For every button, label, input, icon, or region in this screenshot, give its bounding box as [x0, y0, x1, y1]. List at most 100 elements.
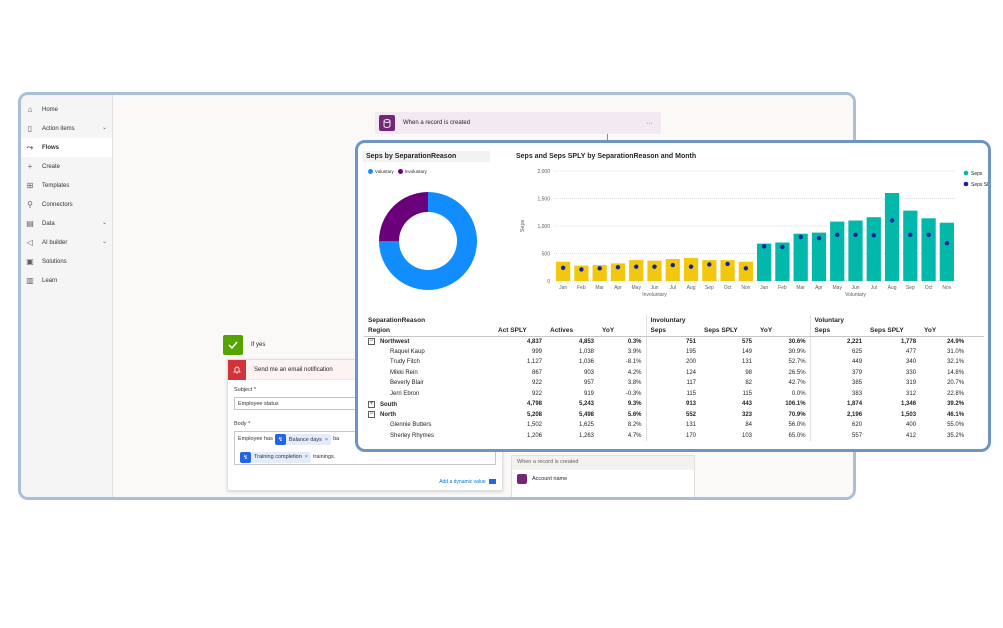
table-row[interactable]: Beverly Blair 922 957 3.8% 117 82 42.7% 385 319 2… [364, 378, 984, 389]
sidebar-item-templates[interactable]: ⊞ Templates [21, 176, 112, 195]
bar-seps[interactable] [574, 265, 589, 281]
bar-seps[interactable] [884, 193, 900, 281]
column-header[interactable]: YoY [598, 325, 647, 337]
bar-seps[interactable] [811, 232, 827, 281]
point-seps-sply[interactable] [743, 266, 749, 271]
sub-trigger-card[interactable]: When a record is created Account name [511, 455, 695, 497]
region-cell: − North [364, 410, 494, 421]
bar-seps[interactable] [720, 260, 735, 281]
point-seps-sply[interactable] [926, 232, 931, 237]
sidebar-item-data[interactable]: ▤ Data ⌄ [21, 214, 112, 233]
trigger-card[interactable]: When a record is created ··· [375, 112, 661, 134]
balance-days-token[interactable]: ↯ Balance days × [274, 434, 332, 445]
point-seps-sply[interactable] [670, 262, 675, 268]
table-row[interactable]: − North 5,208 5,498 5.6% 552 323 70.9% 2,196 1,50… [364, 409, 984, 421]
chevron-down-icon[interactable]: ⌄ [101, 239, 107, 245]
bar-seps[interactable] [683, 257, 699, 281]
bar-seps[interactable] [848, 220, 863, 282]
table-row[interactable]: Trudy Fitch 1,127 1,036 -8.1% 200 131 52.7% 449… [364, 357, 984, 368]
close-icon[interactable]: × [324, 436, 329, 443]
bar-seps[interactable] [702, 260, 717, 281]
point-seps-sply[interactable] [688, 264, 694, 269]
bar-seps[interactable] [665, 259, 680, 281]
close-icon[interactable]: × [304, 454, 309, 461]
table-row[interactable]: Jerri Ebron 922 919 -0.3% 115 115 0.0% 383 312 22… [364, 388, 984, 399]
account-name-row[interactable]: Account name [512, 470, 694, 488]
donut-slice-voluntary[interactable] [379, 192, 477, 290]
table-row[interactable]: + South 4,798 5,243 9.3% 913 443 106.1% 1,874 1,3… [364, 399, 984, 410]
point-seps-sply[interactable] [835, 232, 840, 237]
bar-seps[interactable] [738, 261, 753, 281]
point-seps-sply[interactable] [816, 235, 822, 241]
training-completion-token[interactable]: ↯ Training completion × [240, 451, 312, 463]
if-yes-branch[interactable]: If yes [223, 335, 383, 355]
bar-seps[interactable] [757, 243, 772, 281]
column-header[interactable]: Seps SPLY [866, 325, 921, 337]
legend-label-voluntary[interactable]: Voluntary [375, 169, 394, 174]
point-seps-sply[interactable] [908, 232, 913, 237]
bar-seps[interactable] [775, 242, 790, 282]
column-header[interactable]: Act SPLY [494, 325, 546, 337]
point-seps-sply[interactable] [597, 266, 602, 271]
point-seps-sply[interactable] [652, 264, 657, 269]
donut-slice-involuntary[interactable] [379, 192, 428, 241]
table-scroll-gutter [968, 420, 984, 431]
point-seps-sply[interactable] [707, 262, 712, 267]
point-seps-sply[interactable] [871, 233, 876, 238]
more-options-icon[interactable]: ··· [646, 119, 653, 127]
table-row[interactable]: Mikki Rein 867 903 4.2% 124 98 26.5% 379 330 14.8… [364, 367, 984, 378]
bar-seps[interactable] [793, 233, 808, 281]
collapse-icon[interactable]: − [368, 411, 375, 419]
legend-label-involuntary[interactable]: Involuntary [404, 169, 427, 174]
point-seps-sply[interactable] [889, 218, 895, 223]
point-seps-sply[interactable] [579, 267, 584, 272]
bar-seps[interactable] [903, 210, 918, 281]
point-seps-sply[interactable] [944, 240, 950, 246]
sidebar-item-home[interactable]: ⌂ Home [21, 100, 112, 119]
chevron-down-icon[interactable]: ⌄ [101, 220, 107, 226]
point-seps-sply[interactable] [634, 264, 639, 269]
bar-seps[interactable] [939, 222, 954, 281]
table-cell: 1,502 [526, 422, 542, 429]
table-scroll-gutter [968, 357, 984, 368]
bar-seps[interactable] [629, 260, 644, 281]
column-header[interactable]: Seps [809, 325, 867, 337]
bar-seps[interactable] [921, 218, 936, 281]
table-cell: 170 [645, 430, 701, 441]
point-seps-sply[interactable] [780, 244, 785, 250]
table-row[interactable]: Raquel Kaup 999 1,038 3.9% 195 149 30.9% 625 477… [364, 346, 984, 357]
sidebar-item-flows[interactable]: ⤳ Flows [21, 138, 112, 157]
bar-seps[interactable] [647, 260, 662, 281]
table-row[interactable]: Sherley Rhymes 1,206 1,263 4.7% 170 103 65.0% 5… [364, 430, 984, 441]
column-header[interactable]: Seps SPLY [700, 325, 757, 337]
add-dynamic-value-link[interactable]: Add a dynamic value [439, 479, 496, 485]
sidebar-item-solutions[interactable]: ▣ Solutions [21, 252, 112, 271]
sidebar-item-connectors[interactable]: ⚲ Connectors [21, 195, 112, 214]
expand-icon[interactable]: + [368, 400, 375, 408]
collapse-icon[interactable]: − [368, 337, 375, 345]
bar-seps[interactable] [830, 221, 845, 281]
bar-seps[interactable] [866, 217, 881, 281]
point-seps-sply[interactable] [560, 265, 566, 270]
bar-seps[interactable] [556, 261, 571, 281]
column-header[interactable]: Seps [645, 325, 701, 337]
column-header[interactable]: YoY [920, 325, 969, 337]
table-row[interactable]: − Northwest 4,837 4,853 0.3% 751 575 30.6% 2,221… [364, 336, 984, 347]
column-header[interactable]: YoY [756, 325, 811, 337]
sidebar-item-action-items[interactable]: ▯ Action items ⌄ [21, 119, 112, 138]
sidebar-item-ai-builder[interactable]: ◁ AI builder ⌄ [21, 233, 112, 252]
column-header[interactable]: Actives [546, 325, 598, 337]
table-cell: 124 [645, 367, 701, 378]
clipboard-icon: ▯ [27, 124, 33, 133]
point-seps-sply[interactable] [798, 234, 803, 240]
sidebar-item-learn[interactable]: ▥ Learn [21, 271, 112, 290]
table-row[interactable]: Glennie Butters 1,502 1,625 8.2% 131 84 56.0% 6… [364, 420, 984, 431]
point-seps-sply[interactable] [853, 232, 858, 237]
bar-seps[interactable] [592, 265, 607, 281]
point-seps-sply[interactable] [761, 244, 767, 249]
sidebar-item-create[interactable]: + Create [21, 157, 112, 176]
chevron-down-icon[interactable]: ⌄ [101, 125, 107, 131]
point-seps-sply[interactable] [615, 265, 621, 270]
bar-seps[interactable] [610, 263, 626, 281]
point-seps-sply[interactable] [725, 261, 730, 267]
